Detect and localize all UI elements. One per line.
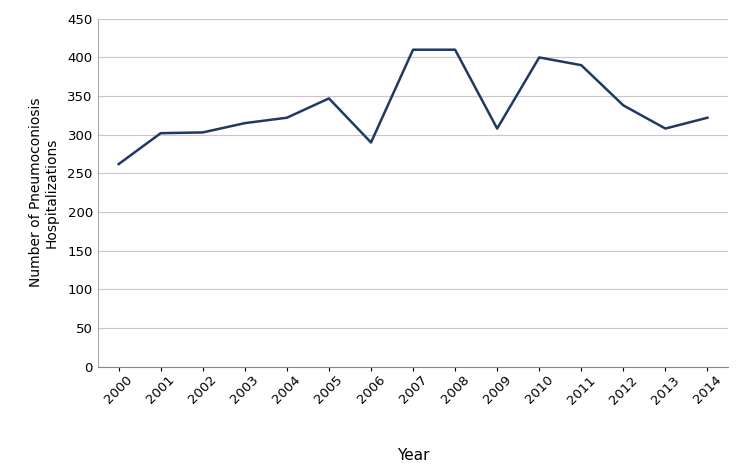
Y-axis label: Number of Pneumoconiosis
Hospitalizations: Number of Pneumoconiosis Hospitalization… xyxy=(29,98,59,288)
X-axis label: Year: Year xyxy=(397,448,430,463)
